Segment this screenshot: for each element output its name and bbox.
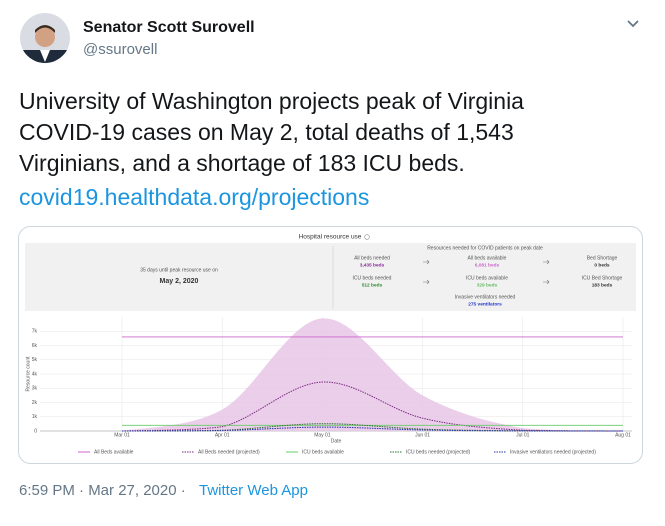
tweet-line: COVID-19 cases on May 2, total deaths of… xyxy=(19,119,514,145)
y-tick-label: 3k xyxy=(32,386,38,392)
legend-label: All Beds needed (projected) xyxy=(198,449,260,455)
stat-value: 0 beds xyxy=(594,262,610,268)
stat-value: 275 ventilators xyxy=(468,301,502,307)
panel-title: Resources needed for COVID patients on p… xyxy=(427,245,543,251)
stat-label: Bed Shortage xyxy=(587,255,618,261)
x-tick-label: Jul 01 xyxy=(516,432,530,438)
stat-value: 329 beds xyxy=(477,282,498,288)
x-tick-label: Jun 01 xyxy=(415,432,430,438)
stat-value: 3,435 beds xyxy=(360,262,385,268)
y-tick-label: 7k xyxy=(32,329,38,335)
source-app[interactable]: Twitter Web App xyxy=(199,482,308,499)
chart: 0 1k 2k 3k 4k 5k 6k 7k Mar 01 Apr 01 May 01 Jun 01 J… xyxy=(25,317,632,455)
timestamp[interactable]: 6:59 PM · Mar 27, 2020 · xyxy=(19,482,186,499)
info-panel xyxy=(25,243,636,311)
author-handle[interactable]: @ssurovell xyxy=(83,41,157,58)
tweet-line: Virginians, and a shortage of 183 ICU be… xyxy=(19,150,465,176)
info-icon xyxy=(364,234,370,240)
y-tick-label: 5k xyxy=(32,357,38,363)
legend-label: All Beds available xyxy=(94,449,134,455)
tweet-link[interactable]: covid19.healthdata.org/projections xyxy=(19,184,369,210)
y-tick-label: 1k xyxy=(32,414,38,420)
x-axis-label: Date xyxy=(331,438,342,444)
series-line xyxy=(121,381,624,432)
peak-date: May 2, 2020 xyxy=(160,278,199,285)
avatar[interactable] xyxy=(18,13,72,70)
stat-label: ICU beds available xyxy=(466,275,508,281)
menu-chevron[interactable] xyxy=(627,20,639,28)
series-line xyxy=(121,426,624,432)
y-tick-label: 4k xyxy=(32,371,38,377)
legend-label: ICU beds needed (projected) xyxy=(406,449,471,455)
image-title: Hospital resource use xyxy=(299,234,362,241)
y-tick-label: 6k xyxy=(32,343,38,349)
y-axis-label: Resource count xyxy=(25,356,31,392)
stat-value: 512 beds xyxy=(362,282,383,288)
legend-label: Invasive ventilators needed (projected) xyxy=(510,449,596,455)
tweet-text: University of Washington projects peak o… xyxy=(19,88,524,176)
x-tick-label: Aug 01 xyxy=(615,432,631,438)
x-tick-label: Apr 01 xyxy=(215,432,230,438)
legend-label: ICU beds available xyxy=(302,449,344,455)
x-tick-label: May 01 xyxy=(314,432,331,438)
peak-caption: 35 days until peak resource use on xyxy=(140,267,218,273)
arrows xyxy=(423,259,550,285)
stat-label: Invasive ventilators needed xyxy=(455,294,516,300)
stat-label: All beds needed xyxy=(354,255,390,261)
tweet-line: University of Washington projects peak o… xyxy=(19,88,524,114)
stat-value: 6,081 beds xyxy=(475,262,500,268)
x-tick-label: Mar 01 xyxy=(114,432,130,438)
author-name[interactable]: Senator Scott Surovell xyxy=(83,19,255,36)
uncertainty-band xyxy=(122,318,623,431)
stat-label: ICU beds needed xyxy=(353,275,392,281)
stat-value: 183 beds xyxy=(592,282,613,288)
stat-label: ICU Bed Shortage xyxy=(582,275,623,281)
y-tick-label: 2k xyxy=(32,400,38,406)
y-tick-label: 0 xyxy=(34,428,37,434)
stat-label: All beds available xyxy=(468,255,507,261)
